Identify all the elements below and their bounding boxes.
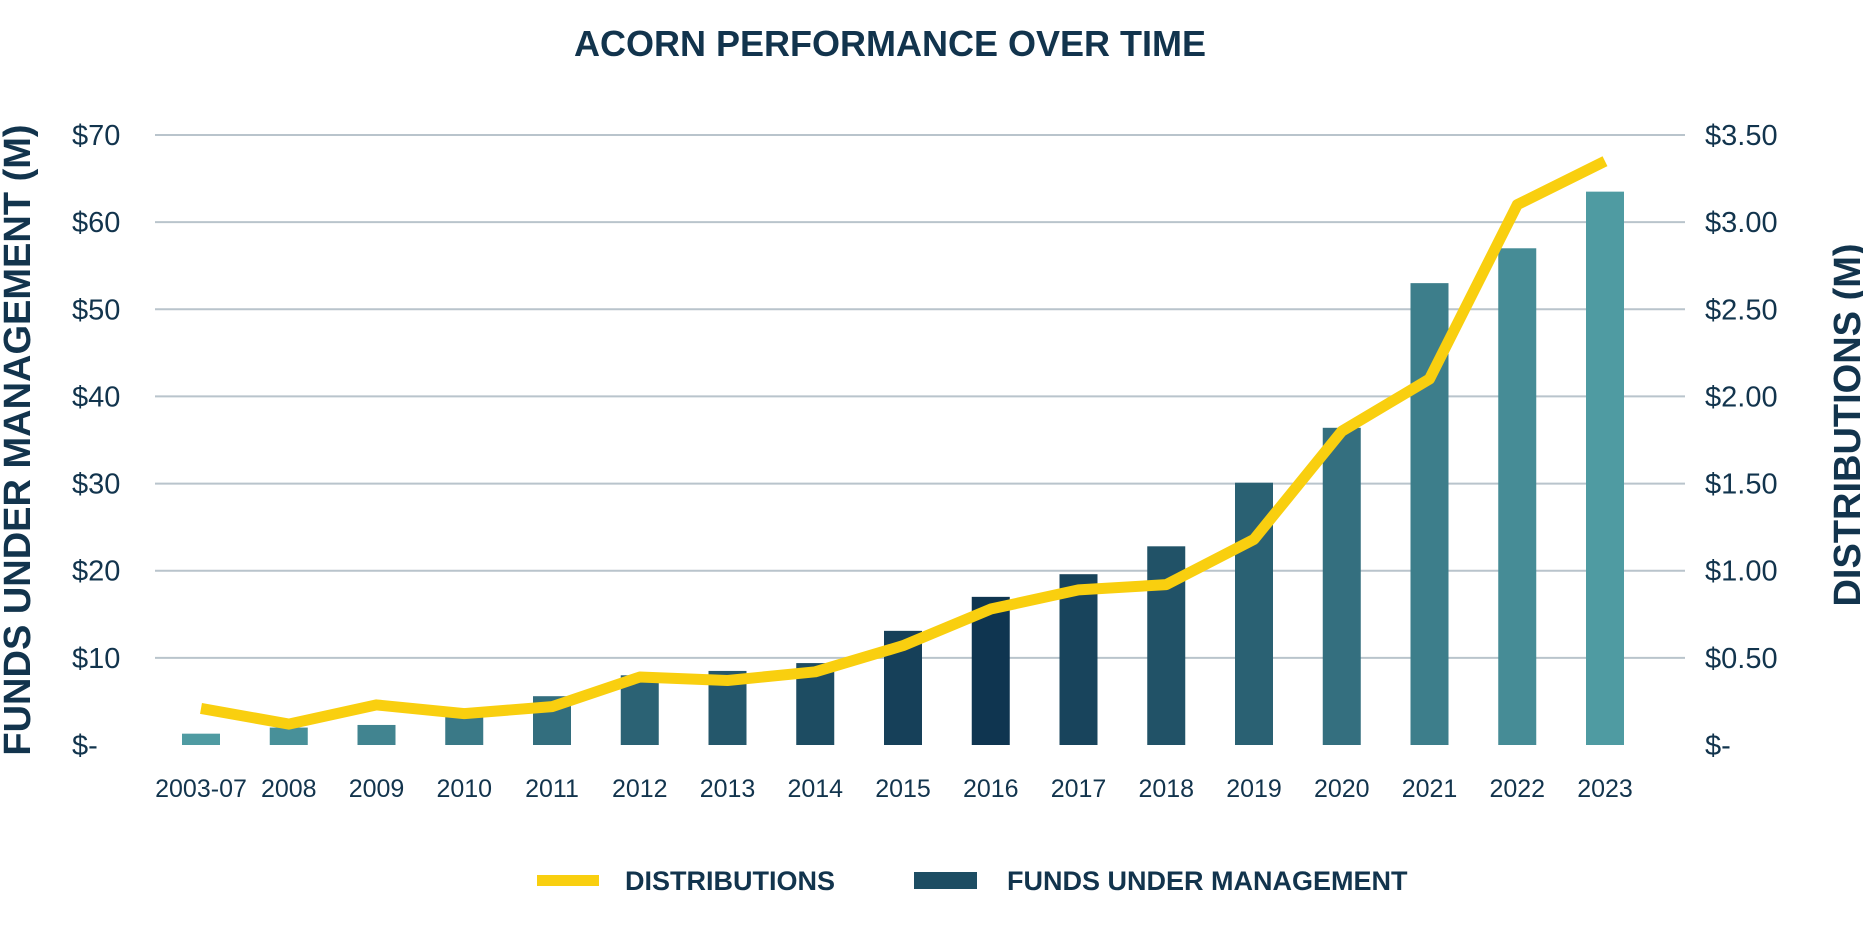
right-tick-label: $1.00 (1705, 556, 1778, 588)
x-tick-label: 2003-07 (155, 775, 247, 803)
x-axis-ticks: 2003-07 2008 2009 2010 2011 2012 2013 2014 2015 2… (155, 775, 1633, 803)
x-tick-label: 2011 (525, 775, 579, 803)
legend-distributions-label: DISTRIBUTIONS (625, 866, 835, 896)
bar-2016 (971, 596, 1010, 745)
x-tick-label: 2009 (349, 775, 405, 803)
bar-2009 (357, 724, 396, 745)
x-tick-label: 2008 (261, 775, 317, 803)
legend-distributions-swatch (537, 875, 599, 886)
x-tick-label: 2014 (787, 775, 843, 803)
line-series (200, 156, 1608, 730)
right-tick-label: $2.00 (1705, 381, 1778, 413)
left-tick-label: $30 (72, 469, 120, 501)
bar-2008 (269, 727, 308, 745)
bar-2020 (1322, 427, 1361, 745)
left-axis-title: FUNDS UNDER MANAGEMENT (M) (0, 124, 39, 755)
right-tick-label: $2.50 (1705, 294, 1778, 326)
x-tick-label: 2018 (1138, 775, 1194, 803)
left-tick-label: $- (72, 730, 98, 762)
chart-title: ACORN PERFORMANCE OVER TIME (574, 23, 1206, 64)
right-tick-label: $1.50 (1705, 469, 1778, 501)
right-axis-title: DISTRIBUTIONS (M) (1827, 243, 1863, 606)
legend-funds-swatch (914, 872, 977, 889)
bar-2022 (1498, 248, 1537, 746)
left-tick-label: $50 (72, 294, 120, 326)
right-tick-label: $3.50 (1705, 120, 1778, 152)
x-tick-label: 2015 (875, 775, 931, 803)
bar-series (182, 191, 1624, 746)
x-tick-label: 2010 (436, 775, 492, 803)
x-tick-label: 2013 (700, 775, 756, 803)
left-tick-label: $70 (72, 120, 120, 152)
bar-2017 (1059, 574, 1098, 745)
left-tick-label: $10 (72, 643, 120, 675)
x-tick-label: 2023 (1577, 775, 1633, 803)
right-axis-ticks: $- $0.50 $1.00 $1.50 $2.00 $2.50 $3.00 $3.50 (1705, 120, 1778, 762)
right-tick-label: $3.00 (1705, 207, 1778, 239)
x-tick-label: 2012 (612, 775, 668, 803)
x-tick-label: 2022 (1489, 775, 1545, 803)
left-axis-ticks: $- $10 $20 $30 $40 $50 $60 $70 (72, 120, 120, 762)
right-tick-label: $- (1705, 730, 1731, 762)
x-tick-label: 2019 (1226, 775, 1282, 803)
distributions-line (200, 156, 1608, 730)
left-tick-label: $20 (72, 556, 120, 588)
x-tick-label: 2016 (963, 775, 1019, 803)
right-tick-label: $0.50 (1705, 643, 1778, 675)
x-tick-label: 2017 (1051, 775, 1107, 803)
bar-2023 (1586, 191, 1624, 746)
x-tick-label: 2021 (1402, 775, 1458, 803)
x-tick-label: 2020 (1314, 775, 1370, 803)
legend-funds-label: FUNDS UNDER MANAGEMENT (1007, 866, 1408, 896)
bar-2003-07 (182, 733, 220, 745)
legend: DISTRIBUTIONS FUNDS UNDER MANAGEMENT (537, 866, 1408, 896)
grid-lines (155, 134, 1685, 659)
left-tick-label: $40 (72, 381, 120, 413)
left-tick-label: $60 (72, 207, 120, 239)
